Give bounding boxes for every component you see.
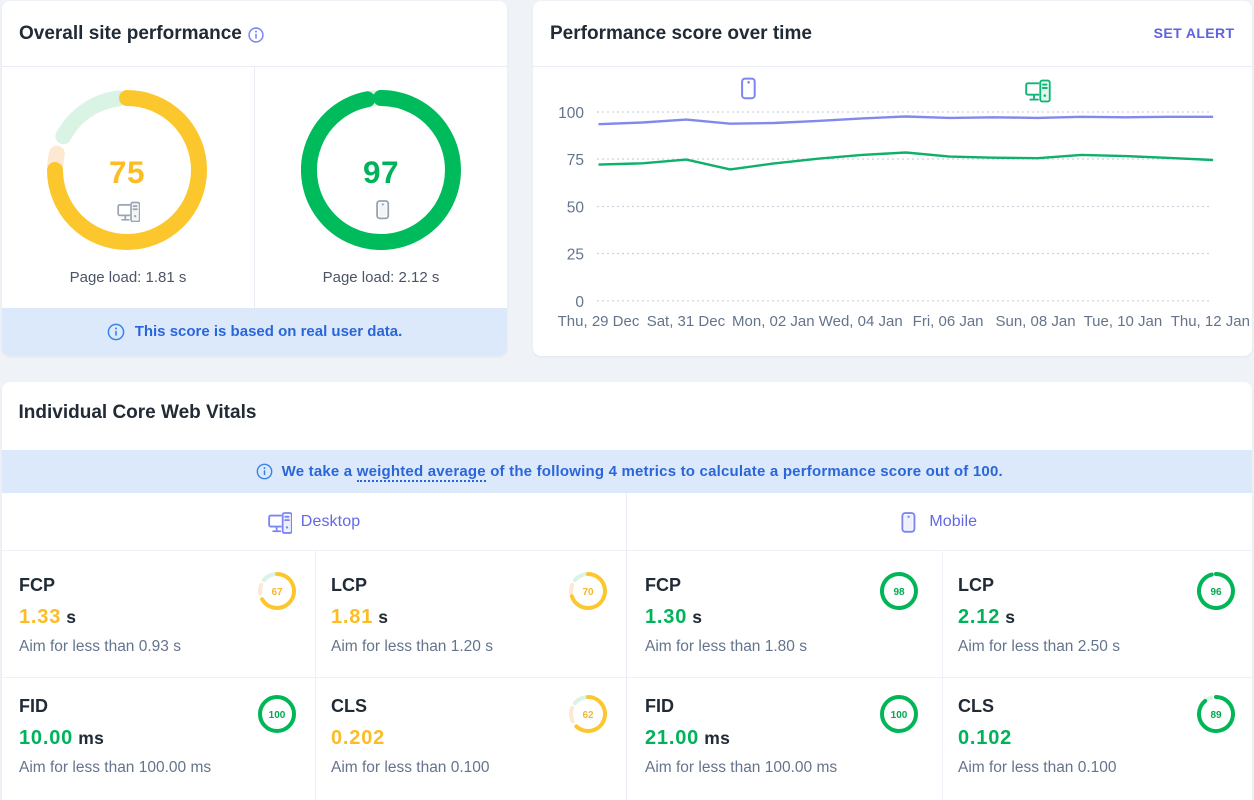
svg-text:100: 100 [269, 710, 286, 721]
svg-text:98: 98 [893, 587, 905, 598]
svg-text:25: 25 [567, 247, 584, 264]
svg-text:Wed, 04 Jan: Wed, 04 Jan [819, 313, 903, 330]
svg-text:0: 0 [575, 294, 584, 311]
svg-text:Sun, 08 Jan: Sun, 08 Jan [995, 313, 1075, 330]
svg-text:75: 75 [567, 152, 584, 169]
svg-text:96: 96 [1210, 587, 1222, 598]
svg-text:50: 50 [567, 200, 585, 217]
svg-text:Thu, 29 Dec: Thu, 29 Dec [558, 313, 640, 330]
svg-text:Fri, 06 Jan: Fri, 06 Jan [913, 313, 984, 330]
svg-text:62: 62 [582, 710, 594, 721]
svg-text:100: 100 [891, 710, 908, 721]
svg-text:Thu, 12 Jan: Thu, 12 Jan [1171, 313, 1250, 330]
svg-text:Tue, 10 Jan: Tue, 10 Jan [1084, 313, 1163, 330]
svg-text:100: 100 [558, 105, 584, 122]
svg-text:89: 89 [1210, 710, 1222, 721]
svg-text:67: 67 [272, 587, 284, 598]
svg-text:Sat, 31 Dec: Sat, 31 Dec [647, 313, 726, 330]
svg-text:Mon, 02 Jan: Mon, 02 Jan [732, 313, 815, 330]
svg-text:70: 70 [582, 587, 594, 598]
